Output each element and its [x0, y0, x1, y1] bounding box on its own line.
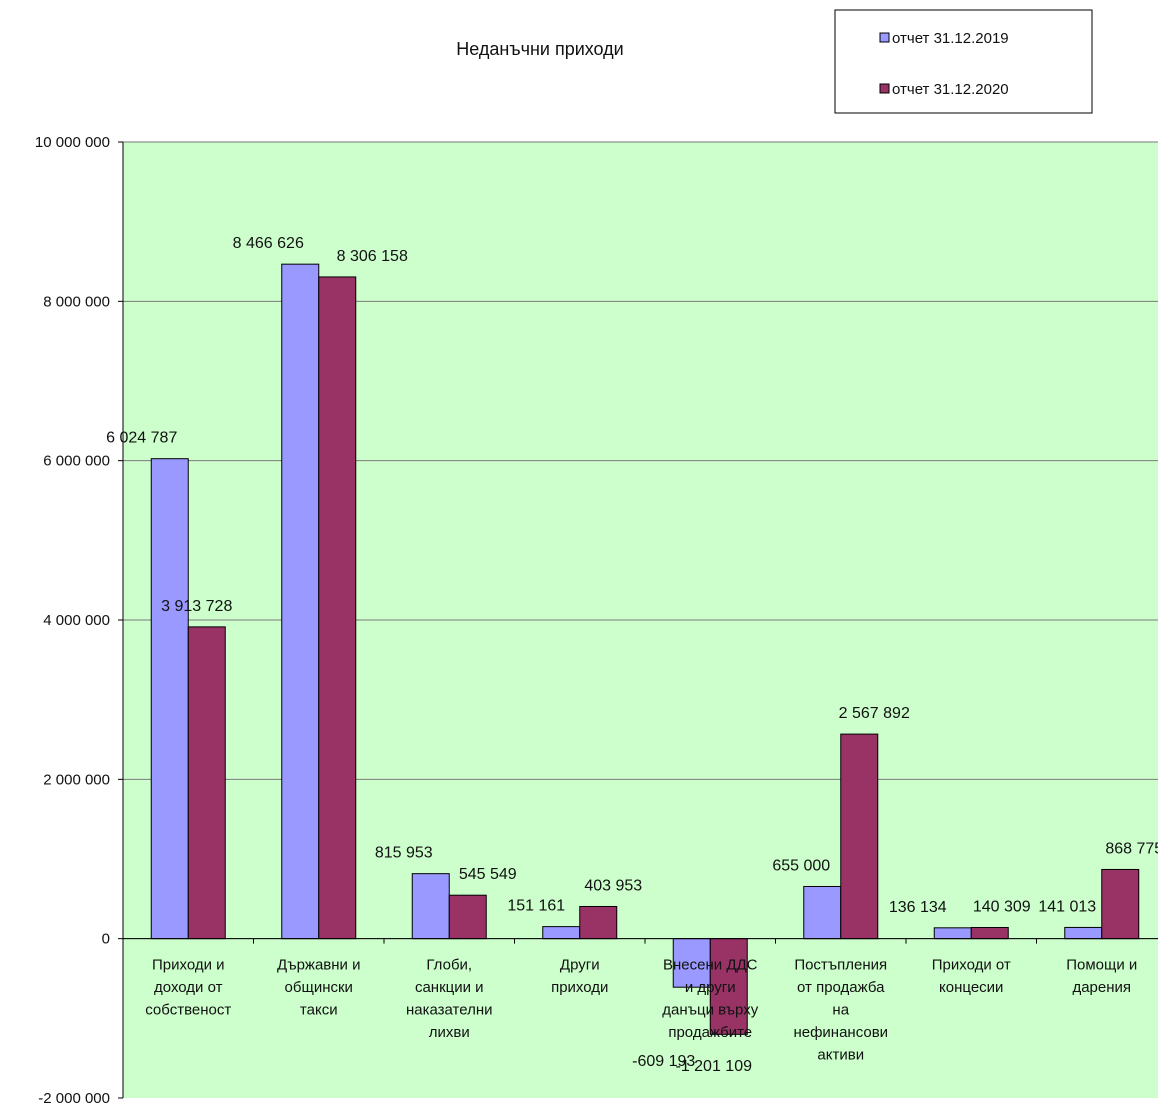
- y-tick-label: 4 000 000: [43, 612, 110, 629]
- category-label: Помощи и дарения: [1066, 957, 1137, 997]
- data-label-2019: 141 013: [1038, 898, 1096, 915]
- bar-2019: [933, 927, 972, 940]
- legend-swatch-2020: [879, 83, 890, 94]
- bar-2020: [579, 905, 618, 940]
- chart-title: Неданъчни приходи: [456, 39, 623, 59]
- bar-2019: [803, 885, 842, 940]
- data-label-2020: 868 775: [1105, 840, 1158, 857]
- category-label: Приходи от концесии: [932, 957, 1011, 997]
- data-label-2020: 3 913 728: [161, 598, 232, 615]
- legend-label-2020: отчет 31.12.2020: [892, 81, 1009, 98]
- data-label-2020: 2 567 892: [839, 705, 910, 722]
- bar-2020: [840, 733, 879, 940]
- legend: отчет 31.12.2019 отчет 31.12.2020: [834, 9, 1093, 114]
- category-label: Държавни и общински такси: [277, 957, 360, 1019]
- plot-area: -2 000 000 0 2 000 000 4 000 000 6 000 000 8 …: [35, 134, 1158, 1106]
- bar-2019: [1064, 926, 1103, 940]
- legend-swatch-2019: [879, 32, 890, 43]
- legend-label-2019: отчет 31.12.2019: [892, 30, 1009, 47]
- y-tick-label: -2 000 000: [38, 1090, 110, 1106]
- bar-2020: [970, 926, 1009, 940]
- bar-2020: [1101, 868, 1140, 940]
- data-label-2019: 655 000: [772, 857, 830, 874]
- y-tick-label: 6 000 000: [43, 453, 110, 470]
- bar-2019: [150, 458, 189, 940]
- category-label: Глоби, санкции и наказателни лихви: [406, 957, 493, 1042]
- data-label-2019: 8 466 626: [233, 235, 304, 252]
- bar-2020: [187, 626, 226, 940]
- bar-2020: [318, 276, 357, 940]
- bar-2020: [709, 938, 748, 1035]
- bar-2020: [448, 894, 487, 940]
- data-label-2019: 815 953: [375, 845, 433, 862]
- data-label-2019: 6 024 787: [106, 430, 177, 447]
- category-label: Внесени ДДС и други данъци върху продажбите: [662, 957, 758, 1042]
- data-label-2020: 403 953: [584, 877, 642, 894]
- category-label: Други приходи: [551, 957, 608, 997]
- y-tick-label: 10 000 000: [35, 134, 110, 151]
- bar-2019: [542, 926, 581, 940]
- legend-box: [834, 9, 1093, 114]
- y-tick-label: 2 000 000: [43, 771, 110, 788]
- y-tick-label: 0: [102, 931, 110, 948]
- bar-2019: [411, 873, 450, 940]
- category-label: Приходи и доходи от собственост: [145, 957, 231, 1019]
- data-label-2020: 8 306 158: [337, 248, 408, 265]
- bar-2019: [281, 263, 320, 940]
- data-label-2020: -1 201 109: [675, 1058, 752, 1075]
- data-label-2020: 545 549: [459, 866, 517, 883]
- data-label-2020: 140 309: [973, 898, 1031, 915]
- data-label-2019: -609 193: [632, 1053, 695, 1070]
- y-tick-label: 8 000 000: [43, 293, 110, 310]
- data-label-2019: 136 134: [889, 899, 947, 916]
- data-label-2019: 151 161: [507, 898, 565, 915]
- category-label: Постъпления от продажба на нефинансови актив…: [793, 957, 888, 1064]
